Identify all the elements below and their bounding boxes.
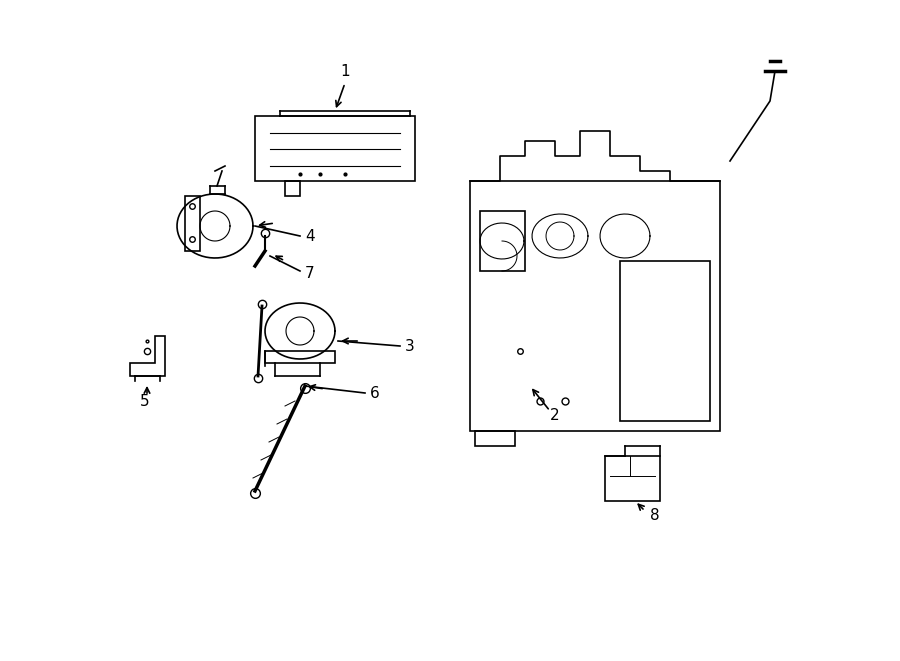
- Text: 2: 2: [550, 408, 560, 424]
- Text: 4: 4: [305, 229, 315, 243]
- Text: 6: 6: [370, 385, 380, 401]
- Text: 8: 8: [650, 508, 660, 524]
- Text: 7: 7: [305, 266, 315, 280]
- Text: 1: 1: [340, 63, 350, 79]
- Text: 5: 5: [140, 393, 149, 408]
- Text: 3: 3: [405, 338, 415, 354]
